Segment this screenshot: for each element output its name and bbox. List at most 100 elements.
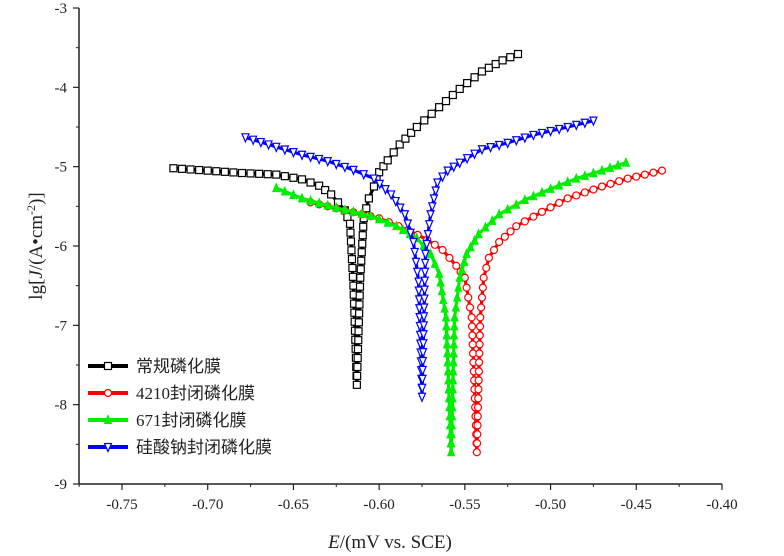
- data-point: [386, 190, 396, 201]
- data-point: [354, 318, 363, 327]
- data-point: [369, 174, 379, 185]
- data-point: [412, 122, 421, 132]
- data-point: [395, 203, 405, 214]
- data-point: [420, 276, 430, 287]
- data-point: [347, 255, 357, 264]
- data-point: [383, 216, 392, 227]
- data-point: [474, 385, 483, 394]
- data-point: [212, 167, 221, 176]
- data-point: [465, 303, 475, 312]
- data-point: [494, 140, 504, 151]
- data-point: [332, 202, 341, 212]
- data-point: [353, 353, 362, 363]
- data-point: [468, 331, 477, 340]
- data-point: [457, 264, 467, 274]
- data-point: [494, 208, 504, 219]
- data-point: [419, 294, 429, 305]
- data-point: [441, 311, 451, 322]
- legend-marker: [103, 361, 113, 371]
- data-point: [475, 358, 484, 367]
- data-point: [443, 365, 453, 376]
- data-point: [466, 241, 475, 252]
- data-point: [503, 203, 512, 214]
- data-point: [280, 145, 290, 156]
- data-point: [272, 182, 281, 193]
- data-point: [389, 148, 398, 157]
- data-point: [327, 190, 336, 199]
- data-point: [420, 258, 430, 269]
- data-point: [177, 164, 187, 173]
- legend-label: 硅酸钠封闭磷化膜: [136, 438, 272, 457]
- data-point: [438, 294, 448, 304]
- data-point: [306, 178, 315, 187]
- data-point: [462, 283, 471, 292]
- data-point: [473, 412, 482, 421]
- data-point: [321, 185, 330, 195]
- data-point: [580, 170, 590, 180]
- data-point: [484, 63, 493, 72]
- data-point: [484, 253, 493, 262]
- data-point: [546, 126, 555, 137]
- data-point: [366, 210, 375, 220]
- data-point: [448, 90, 457, 100]
- series-2: [272, 156, 631, 457]
- y-axis-label: lg[J/(A•cm-2)]: [24, 192, 47, 299]
- data-point: [426, 210, 435, 221]
- data-point: [449, 356, 458, 367]
- data-point: [409, 237, 418, 249]
- data-point: [383, 156, 392, 165]
- data-point: [438, 245, 447, 255]
- data-point: [451, 301, 461, 312]
- data-point: [354, 336, 363, 345]
- axes: -0.75 -0.70 -0.65 -0.60 -0.55 -0.50 -0.45 -0.40…: [55, 1, 738, 513]
- data-point: [475, 349, 484, 358]
- data-point: [495, 237, 504, 247]
- data-point: [455, 84, 464, 94]
- data-point: [297, 150, 307, 161]
- data-point: [347, 246, 356, 255]
- data-point: [589, 185, 598, 194]
- data-point: [657, 166, 667, 175]
- data-point: [479, 273, 488, 282]
- data-point: [306, 195, 315, 205]
- data-point: [448, 401, 457, 412]
- data-point: [449, 162, 459, 173]
- data-point: [169, 164, 178, 173]
- data-point: [427, 109, 436, 118]
- data-point: [263, 170, 272, 179]
- data-point: [449, 347, 458, 358]
- data-point: [445, 253, 454, 262]
- data-point: [392, 220, 401, 231]
- x-axis-label-rest: /(mV vs. SCE): [340, 532, 452, 553]
- data-point: [398, 224, 408, 235]
- data-point: [229, 168, 238, 177]
- data-point: [248, 135, 258, 146]
- data-point: [450, 311, 459, 322]
- data-point: [462, 154, 472, 165]
- data-point: [420, 116, 429, 125]
- data-point: [649, 168, 658, 177]
- data-point: [486, 142, 495, 154]
- data-point: [555, 198, 564, 207]
- data-point: [632, 172, 641, 181]
- data-point: [353, 371, 362, 381]
- data-point: [537, 128, 547, 139]
- data-point: [454, 281, 463, 292]
- data-point: [411, 257, 421, 268]
- data-point: [520, 194, 530, 204]
- data-point: [395, 140, 404, 149]
- data-point: [331, 159, 341, 171]
- data-point: [355, 300, 364, 309]
- data-point: [472, 439, 482, 448]
- y-tick-label: -6: [55, 239, 68, 255]
- data-point: [357, 208, 367, 218]
- data-point: [529, 212, 538, 221]
- data-point: [546, 203, 555, 212]
- data-point: [470, 149, 479, 160]
- data-point: [489, 245, 499, 255]
- data-point: [447, 428, 456, 439]
- data-point: [375, 179, 385, 190]
- data-point: [563, 176, 572, 187]
- data-point: [437, 285, 447, 296]
